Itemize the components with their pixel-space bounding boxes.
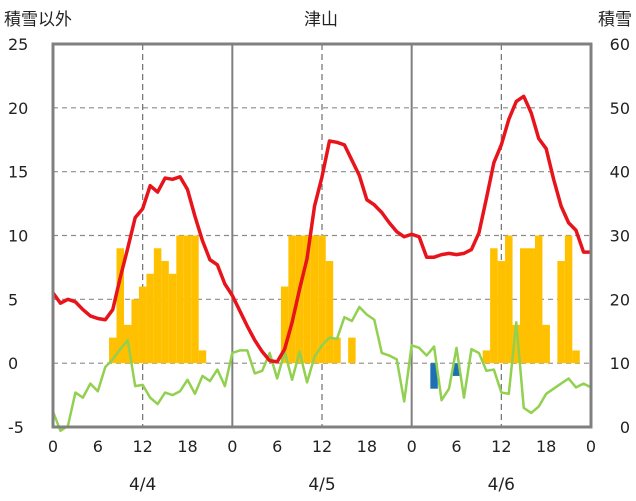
precip-bar bbox=[542, 324, 550, 364]
tick-labels: -5 0 5 10 15 20 25 0 10 20 30 40 50 60 0 6 12 18 0 6 12 18 0 6 1… bbox=[8, 35, 630, 495]
x-tick-label: 0 bbox=[407, 437, 417, 456]
other-line bbox=[51, 305, 592, 433]
precip-bar bbox=[490, 248, 498, 364]
precip-bar bbox=[348, 337, 356, 364]
precip-bar bbox=[198, 350, 207, 364]
left-tick-label: 15 bbox=[8, 163, 28, 182]
precip-bar bbox=[497, 261, 506, 364]
x-tick-label: 12 bbox=[312, 437, 332, 456]
x-tick-label: 18 bbox=[357, 437, 377, 456]
precip-bar bbox=[527, 248, 535, 364]
left-tick-label: 25 bbox=[8, 35, 28, 54]
right-tick-label: 40 bbox=[610, 163, 630, 182]
right-tick-label: 50 bbox=[610, 99, 630, 118]
left-tick-label: 5 bbox=[8, 290, 18, 309]
chart-title: 津山 bbox=[304, 10, 338, 30]
precip-bar bbox=[191, 235, 199, 364]
precip-bar bbox=[512, 324, 521, 364]
precip-bar bbox=[146, 273, 154, 364]
precip-bars bbox=[109, 235, 580, 389]
date-label: 4/5 bbox=[308, 475, 335, 495]
x-tick-label: 18 bbox=[536, 437, 556, 456]
precip-bar bbox=[325, 261, 334, 364]
precip-bar bbox=[138, 286, 147, 364]
precip-bar bbox=[176, 235, 184, 364]
precip-bar bbox=[183, 235, 192, 364]
date-label: 4/6 bbox=[488, 475, 515, 495]
precip-bar bbox=[534, 235, 543, 364]
x-tick-label: 0 bbox=[48, 437, 58, 456]
right-tick-label: 30 bbox=[610, 227, 630, 246]
right-tick-label: 0 bbox=[620, 418, 630, 437]
x-tick-label: 6 bbox=[451, 437, 461, 456]
precip-bar bbox=[564, 235, 573, 364]
right-tick-label: 20 bbox=[610, 290, 630, 309]
precip-bar bbox=[153, 248, 162, 364]
left-axis-label: 積雪以外 bbox=[4, 10, 72, 30]
precip-bar bbox=[520, 248, 528, 364]
right-tick-label: 10 bbox=[610, 354, 630, 373]
left-tick-label: -5 bbox=[8, 418, 24, 437]
precip-bar bbox=[168, 273, 177, 364]
negative-bar bbox=[430, 363, 438, 389]
precip-bar bbox=[482, 350, 491, 364]
precip-bar bbox=[295, 235, 304, 364]
precip-bar bbox=[280, 286, 289, 364]
x-tick-label: 0 bbox=[586, 437, 596, 456]
x-tick-label: 6 bbox=[93, 437, 103, 456]
temperature-line bbox=[51, 94, 591, 364]
right-tick-label: 60 bbox=[610, 35, 630, 54]
left-tick-label: 10 bbox=[8, 227, 28, 246]
precip-bar bbox=[161, 261, 169, 364]
precip-bar bbox=[333, 337, 341, 364]
frame-border bbox=[51, 42, 593, 429]
precip-bar bbox=[557, 261, 565, 364]
precip-bar bbox=[303, 235, 311, 364]
date-label: 4/4 bbox=[129, 475, 156, 495]
negative-bar bbox=[452, 363, 461, 376]
x-tick-label: 12 bbox=[491, 437, 511, 456]
left-tick-label: 0 bbox=[8, 354, 18, 373]
precip-bar bbox=[505, 235, 513, 364]
precip-bar bbox=[109, 337, 117, 364]
precip-bar bbox=[318, 235, 326, 364]
left-tick-label: 20 bbox=[8, 99, 28, 118]
precip-bar bbox=[288, 235, 296, 364]
x-tick-label: 12 bbox=[132, 437, 152, 456]
precip-bar bbox=[131, 299, 139, 364]
precip-bar bbox=[116, 248, 124, 364]
x-tick-label: 6 bbox=[272, 437, 282, 456]
right-axis-label: 積雪 bbox=[598, 10, 632, 30]
precip-bar bbox=[572, 350, 580, 364]
x-tick-label: 0 bbox=[227, 437, 237, 456]
x-tick-label: 18 bbox=[177, 437, 197, 456]
plot-frame bbox=[51, 42, 593, 429]
precip-bar bbox=[310, 235, 319, 364]
